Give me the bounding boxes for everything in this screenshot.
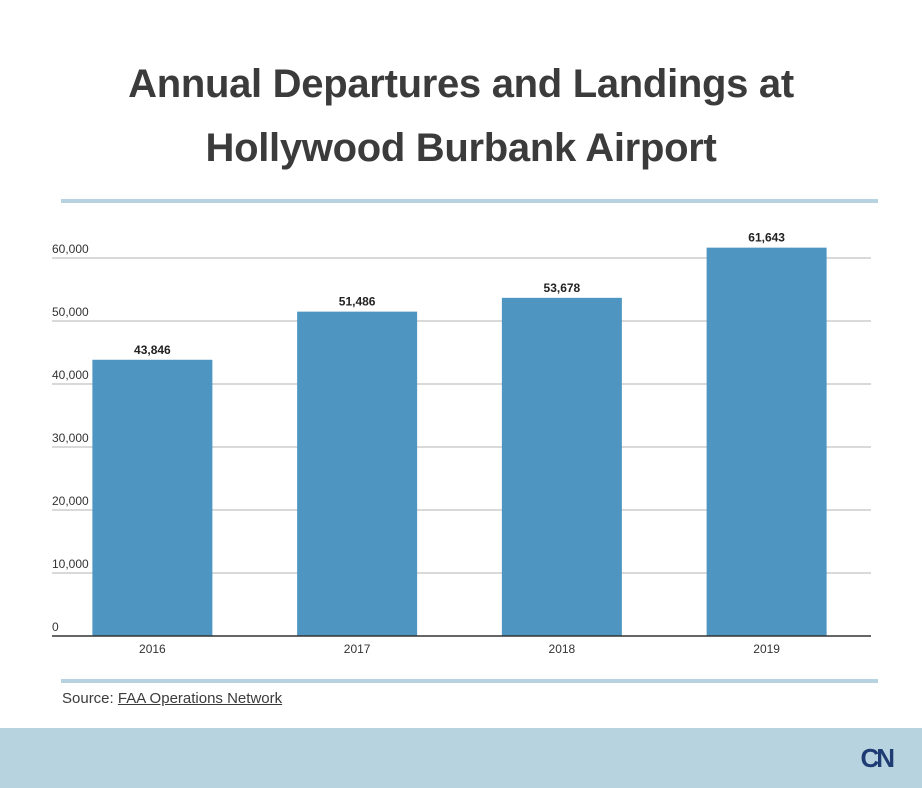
cn-logo: CN bbox=[860, 743, 895, 773]
source-prefix: Source: bbox=[62, 690, 118, 707]
y-tick-label: 20,000 bbox=[52, 494, 89, 508]
top-divider bbox=[61, 199, 878, 203]
x-tick-label: 2017 bbox=[344, 642, 371, 656]
data-label: 53,678 bbox=[544, 281, 581, 295]
y-tick-label: 50,000 bbox=[52, 305, 89, 319]
title-line-2: Hollywood Burbank Airport bbox=[205, 126, 717, 170]
x-tick-label: 2018 bbox=[549, 642, 576, 656]
x-tick-label: 2016 bbox=[139, 642, 166, 656]
bar-2018 bbox=[501, 297, 622, 636]
bar-2017 bbox=[297, 311, 418, 636]
source-note: Source: FAA Operations Network bbox=[62, 690, 282, 707]
y-tick-label: 10,000 bbox=[52, 557, 89, 571]
data-label: 51,486 bbox=[339, 295, 376, 309]
source-link[interactable]: FAA Operations Network bbox=[117, 690, 283, 707]
y-tick-label: 60,000 bbox=[52, 242, 89, 256]
data-label: 61,643 bbox=[748, 231, 785, 245]
data-label: 43,846 bbox=[134, 343, 171, 357]
footer-bar: CN bbox=[0, 728, 922, 788]
chart-title: Annual Departures and Landings at Hollyw… bbox=[0, 52, 922, 180]
bar-2016 bbox=[92, 359, 213, 636]
bar-chart: 0 10,000 20,000 30,000 40,000 50,000 60,000 43,… bbox=[52, 231, 871, 656]
bar-2019 bbox=[706, 247, 827, 636]
y-tick-label: 40,000 bbox=[52, 368, 89, 382]
y-tick-label: 30,000 bbox=[52, 431, 89, 445]
title-line-1: Annual Departures and Landings at bbox=[128, 62, 794, 106]
x-tick-label: 2019 bbox=[753, 642, 780, 656]
y-tick-label: 0 bbox=[52, 620, 59, 634]
bottom-divider bbox=[61, 679, 878, 683]
